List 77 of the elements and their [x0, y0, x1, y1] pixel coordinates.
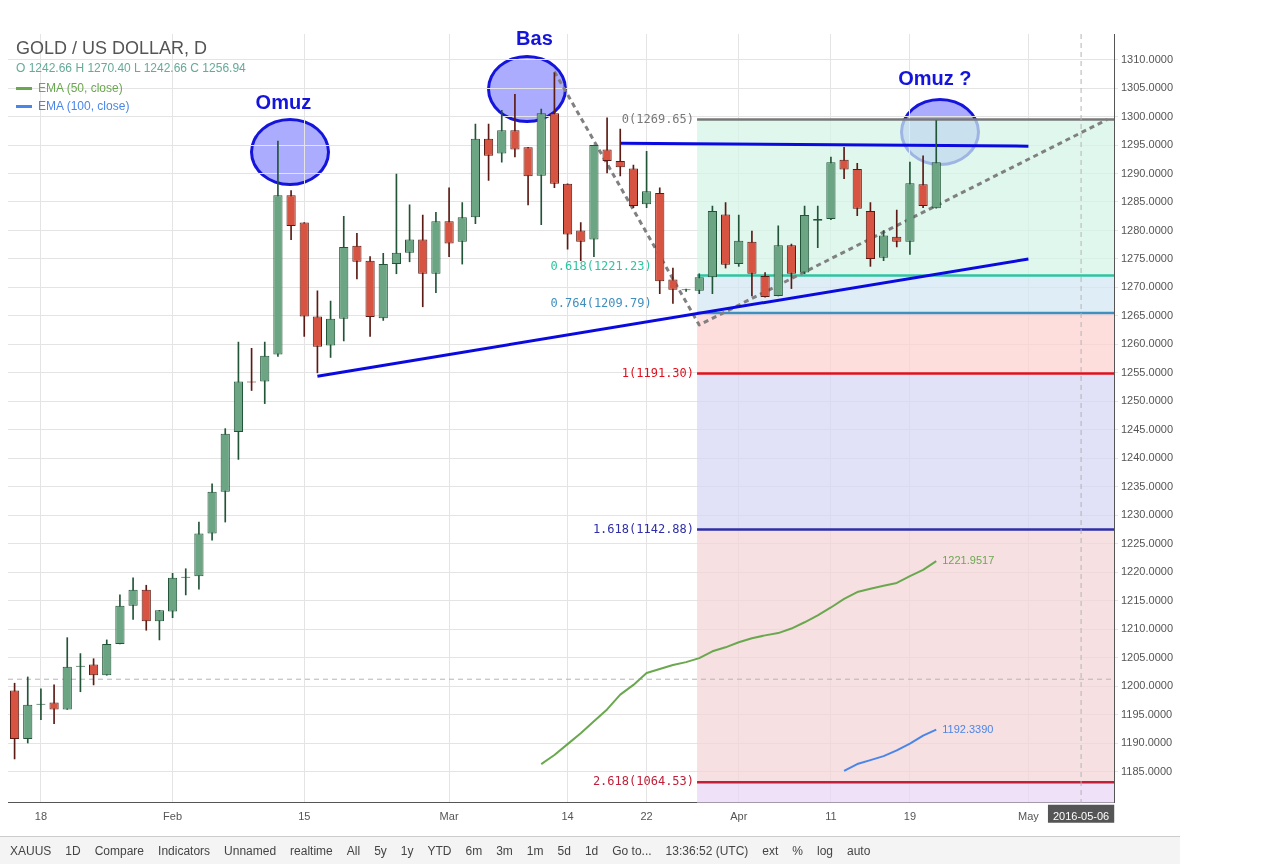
y-tick-label: 1235.0000 — [1121, 479, 1173, 492]
text: realtime — [290, 843, 333, 858]
annotation: 0.618(1221.23) — [550, 258, 652, 273]
y-tick-label: 1255.0000 — [1121, 365, 1173, 378]
text: ext — [762, 843, 779, 858]
text: 3m — [496, 843, 513, 858]
text: 1D — [65, 843, 81, 858]
text: 1m — [526, 843, 544, 858]
x-tick-label: 15 — [298, 810, 311, 823]
x-tick-label: 14 — [561, 810, 574, 823]
data-label: 1192.3390 — [942, 722, 994, 735]
x-tick-label: Feb — [163, 810, 183, 823]
x-tick-label: Apr — [730, 810, 748, 823]
annotation: 1(1191.30) — [621, 365, 695, 380]
y-tick-label: 1295.0000 — [1121, 138, 1173, 151]
text: % — [792, 843, 803, 858]
data-label: 1221.9517 — [942, 554, 995, 567]
candlestick — [892, 209, 902, 248]
text: 5d — [557, 843, 571, 858]
annotation: Omuz ? — [898, 66, 972, 90]
text: auto — [847, 843, 871, 858]
text: 1y — [400, 843, 414, 858]
text: Indicators — [158, 843, 211, 858]
candlestick — [615, 128, 625, 177]
y-tick-label: 1185.0000 — [1121, 764, 1173, 777]
y-tick-label: 1240.0000 — [1121, 451, 1173, 464]
y-tick-label: 1250.0000 — [1121, 394, 1173, 407]
y-tick-label: 1200.0000 — [1121, 679, 1173, 692]
y-tick-label: 1225.0000 — [1121, 536, 1173, 549]
y-tick-label: 1195.0000 — [1121, 707, 1173, 720]
x-tick-label: 19 — [903, 810, 917, 823]
annotation: Bas — [516, 26, 553, 50]
y-tick-label: 1270.0000 — [1121, 280, 1173, 293]
x-tick-label: 2016-05-06 — [1052, 810, 1110, 823]
text: Compare — [94, 843, 145, 858]
annotation: 0(1269.65) — [621, 111, 695, 126]
y-tick-label: 1220.0000 — [1121, 565, 1173, 578]
y-tick-label: 1210.0000 — [1121, 622, 1173, 635]
text: YTD — [427, 843, 452, 858]
y-tick-label: 1265.0000 — [1121, 308, 1173, 321]
x-tick-label: Mar — [439, 810, 459, 823]
annotation: 1.618(1142.88) — [592, 521, 695, 536]
y-tick-label: 1205.0000 — [1121, 650, 1173, 663]
y-tick-label: 1310.0000 — [1121, 52, 1173, 65]
text: 13:36:52 (UTC) — [665, 843, 749, 858]
text: XAUUS — [10, 843, 52, 858]
y-tick-label: 1215.0000 — [1121, 593, 1173, 606]
text: O 1242.66 H 1270.40 L 1242.66 C 1256.94 — [16, 61, 246, 75]
annotation: 0.764(1209.79) — [550, 296, 652, 311]
y-tick-label: 1190.0000 — [1121, 736, 1173, 749]
y-tick-label: 1300.0000 — [1121, 109, 1173, 122]
candlestick — [49, 684, 59, 724]
annotation: 2.618(1064.53) — [592, 774, 695, 789]
y-tick-label: 1275.0000 — [1121, 251, 1173, 264]
candlestick — [602, 117, 612, 174]
chart-title: GOLD / US DOLLAR, D — [16, 38, 209, 59]
x-tick-label: May — [1018, 810, 1040, 823]
y-tick-label: 1230.0000 — [1121, 508, 1173, 521]
x-tick-label: 18 — [34, 810, 48, 823]
y-tick-label: 1290.0000 — [1121, 166, 1173, 179]
y-tick-label: 1260.0000 — [1121, 337, 1173, 350]
text: 1d — [584, 843, 599, 858]
legend-label: EMA (50, close) — [38, 81, 123, 95]
y-tick-label: 1285.0000 — [1121, 195, 1173, 208]
text: Go to... — [612, 843, 652, 858]
y-tick-label: 1280.0000 — [1121, 223, 1173, 236]
text: All — [346, 843, 361, 858]
text: Unnamed — [224, 843, 277, 858]
x-tick-label: 22 — [640, 810, 653, 823]
y-tick-label: 1245.0000 — [1121, 422, 1173, 435]
text: 5y — [374, 843, 387, 858]
annotation: Omuz — [255, 90, 312, 114]
text: log — [817, 843, 834, 858]
legend-label: EMA (100, close) — [38, 99, 130, 113]
text: 6m — [465, 843, 483, 858]
y-tick-label: 1305.0000 — [1121, 81, 1173, 94]
x-tick-label: 11 — [825, 810, 837, 823]
